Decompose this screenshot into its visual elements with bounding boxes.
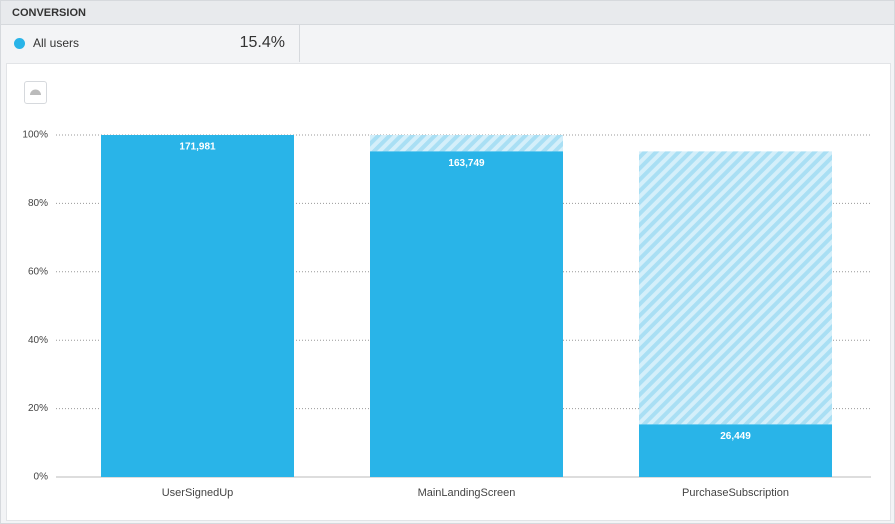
y-tick-label: 40% — [28, 335, 48, 346]
y-tick-label: 0% — [34, 472, 49, 483]
conversion-rate: 15.4% — [239, 34, 285, 51]
y-tick-label: 80% — [28, 198, 48, 209]
icon — [30, 89, 41, 95]
drop-off — [370, 135, 563, 152]
x-tick-label: PurchaseSubscription — [682, 487, 789, 499]
section-header: CONVERSION — [1, 1, 894, 25]
segment-dot — [14, 38, 25, 49]
y-tick-label: 100% — [22, 130, 48, 141]
count-label: 171,981 — [179, 142, 216, 153]
count-label: 26,449 — [720, 431, 751, 442]
bar — [370, 151, 563, 477]
chart-type-button[interactable] — [24, 81, 47, 104]
drop-off — [639, 151, 832, 425]
segment-name: All users — [33, 36, 80, 50]
count-label: 163,749 — [448, 158, 485, 169]
y-tick-label: 20% — [28, 403, 48, 414]
bar — [639, 424, 832, 477]
y-tick-label: 60% — [28, 266, 48, 277]
x-tick-label: UserSignedUp — [162, 487, 234, 499]
segment-row[interactable]: All users 15.4% — [1, 25, 300, 62]
bar — [101, 135, 294, 477]
x-tick-label: MainLandingScreen — [418, 487, 516, 499]
